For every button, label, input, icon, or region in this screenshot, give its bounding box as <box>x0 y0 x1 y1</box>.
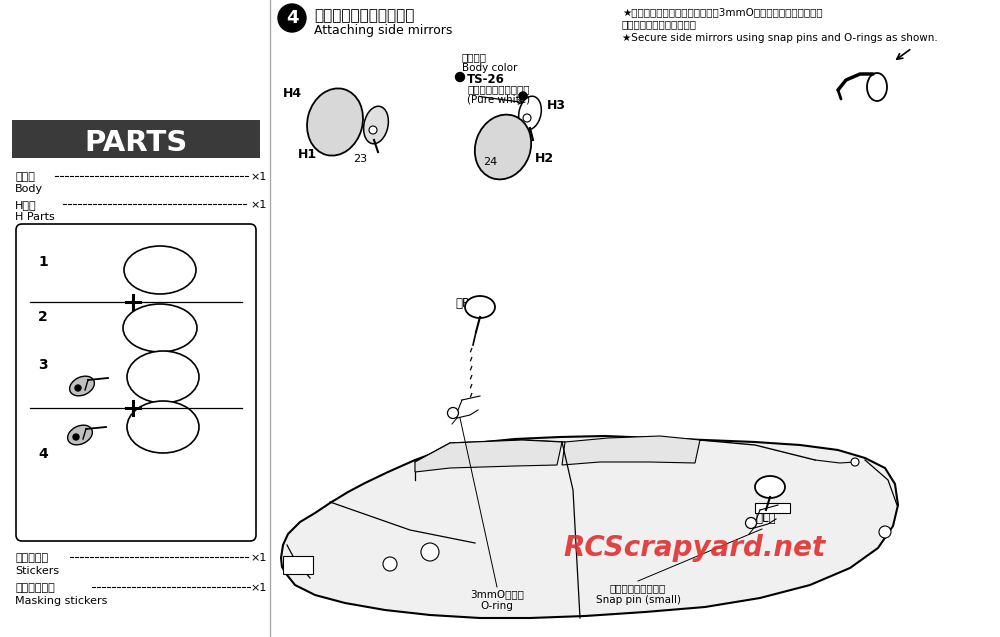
Text: ボディ色: ボディ色 <box>462 52 487 62</box>
Circle shape <box>456 73 464 82</box>
Text: PARTS: PARTS <box>84 129 188 157</box>
Text: マスクシール: マスクシール <box>15 583 55 593</box>
Bar <box>283 556 313 574</box>
Text: 《R》: 《R》 <box>455 297 477 310</box>
Polygon shape <box>281 436 898 618</box>
Text: 1: 1 <box>38 255 48 269</box>
FancyBboxPatch shape <box>16 224 256 541</box>
Text: ×1: ×1 <box>250 553 266 563</box>
Circle shape <box>746 517 757 529</box>
Text: 4: 4 <box>38 447 48 461</box>
Text: ×1: ×1 <box>250 583 266 593</box>
Text: ★Secure side mirrors using snap pins and O-rings as shown.: ★Secure side mirrors using snap pins and… <box>622 33 938 43</box>
Bar <box>12 120 260 158</box>
Ellipse shape <box>70 376 94 396</box>
Text: スナップピン（小）: スナップピン（小） <box>610 583 666 593</box>
Circle shape <box>383 557 397 571</box>
Text: (Pure white): (Pure white) <box>467 95 530 105</box>
Text: 3: 3 <box>38 358 48 372</box>
Text: ボディ: ボディ <box>15 172 35 182</box>
Circle shape <box>73 434 79 440</box>
Text: H4: H4 <box>283 87 302 100</box>
Text: H2: H2 <box>535 152 554 165</box>
Ellipse shape <box>465 296 495 318</box>
Text: ステッカー: ステッカー <box>15 553 48 563</box>
Ellipse shape <box>519 96 541 130</box>
Ellipse shape <box>68 425 92 445</box>
Circle shape <box>75 385 81 391</box>
Text: H3: H3 <box>547 99 566 112</box>
Circle shape <box>369 126 377 134</box>
Text: ピン（小）で固定します。: ピン（小）で固定します。 <box>622 19 697 29</box>
Text: （ピュアーホワイト）: （ピュアーホワイト） <box>467 84 530 94</box>
Text: Stickers: Stickers <box>15 566 59 576</box>
Text: Body: Body <box>15 184 43 194</box>
Text: H1: H1 <box>298 148 317 161</box>
Text: 《L》: 《L》 <box>755 512 776 525</box>
Ellipse shape <box>127 351 199 403</box>
Circle shape <box>421 543 439 561</box>
Circle shape <box>879 526 891 538</box>
Text: 4: 4 <box>286 9 298 27</box>
Ellipse shape <box>755 476 785 498</box>
Ellipse shape <box>364 106 388 144</box>
Text: Attaching side mirrors: Attaching side mirrors <box>314 24 452 37</box>
Polygon shape <box>415 440 562 472</box>
Circle shape <box>523 114 531 122</box>
Circle shape <box>519 92 527 100</box>
Circle shape <box>278 4 306 32</box>
Text: Body color: Body color <box>462 63 517 73</box>
Text: 2: 2 <box>38 310 48 324</box>
Text: 23: 23 <box>353 154 367 164</box>
Text: Masking stickers: Masking stickers <box>15 596 107 606</box>
Text: TS-26: TS-26 <box>467 73 505 86</box>
Text: ×1: ×1 <box>250 200 266 210</box>
Ellipse shape <box>123 304 197 352</box>
Ellipse shape <box>127 401 199 453</box>
Ellipse shape <box>475 115 531 180</box>
Text: ★サイドミラーはボディ内側かを3mmOリングをはめ、スナップ: ★サイドミラーはボディ内側かを3mmOリングをはめ、スナップ <box>622 7 823 17</box>
Ellipse shape <box>307 89 363 155</box>
Text: H Parts: H Parts <box>15 212 55 222</box>
Text: ×1: ×1 <box>250 172 266 182</box>
Ellipse shape <box>124 246 196 294</box>
Circle shape <box>851 458 859 466</box>
Text: H部品: H部品 <box>15 200 37 210</box>
Text: RCScrapyard.net: RCScrapyard.net <box>564 534 826 562</box>
Text: Snap pin (small): Snap pin (small) <box>596 595 680 605</box>
Text: 24: 24 <box>483 157 497 167</box>
Text: O-ring: O-ring <box>481 601 513 611</box>
Polygon shape <box>562 436 700 465</box>
Ellipse shape <box>867 73 887 101</box>
Text: 3mmOリング: 3mmOリング <box>470 589 524 599</box>
Bar <box>755 503 790 513</box>
Circle shape <box>448 408 458 419</box>
Text: サイドミラーの取り付け: サイドミラーの取り付け <box>314 8 414 23</box>
